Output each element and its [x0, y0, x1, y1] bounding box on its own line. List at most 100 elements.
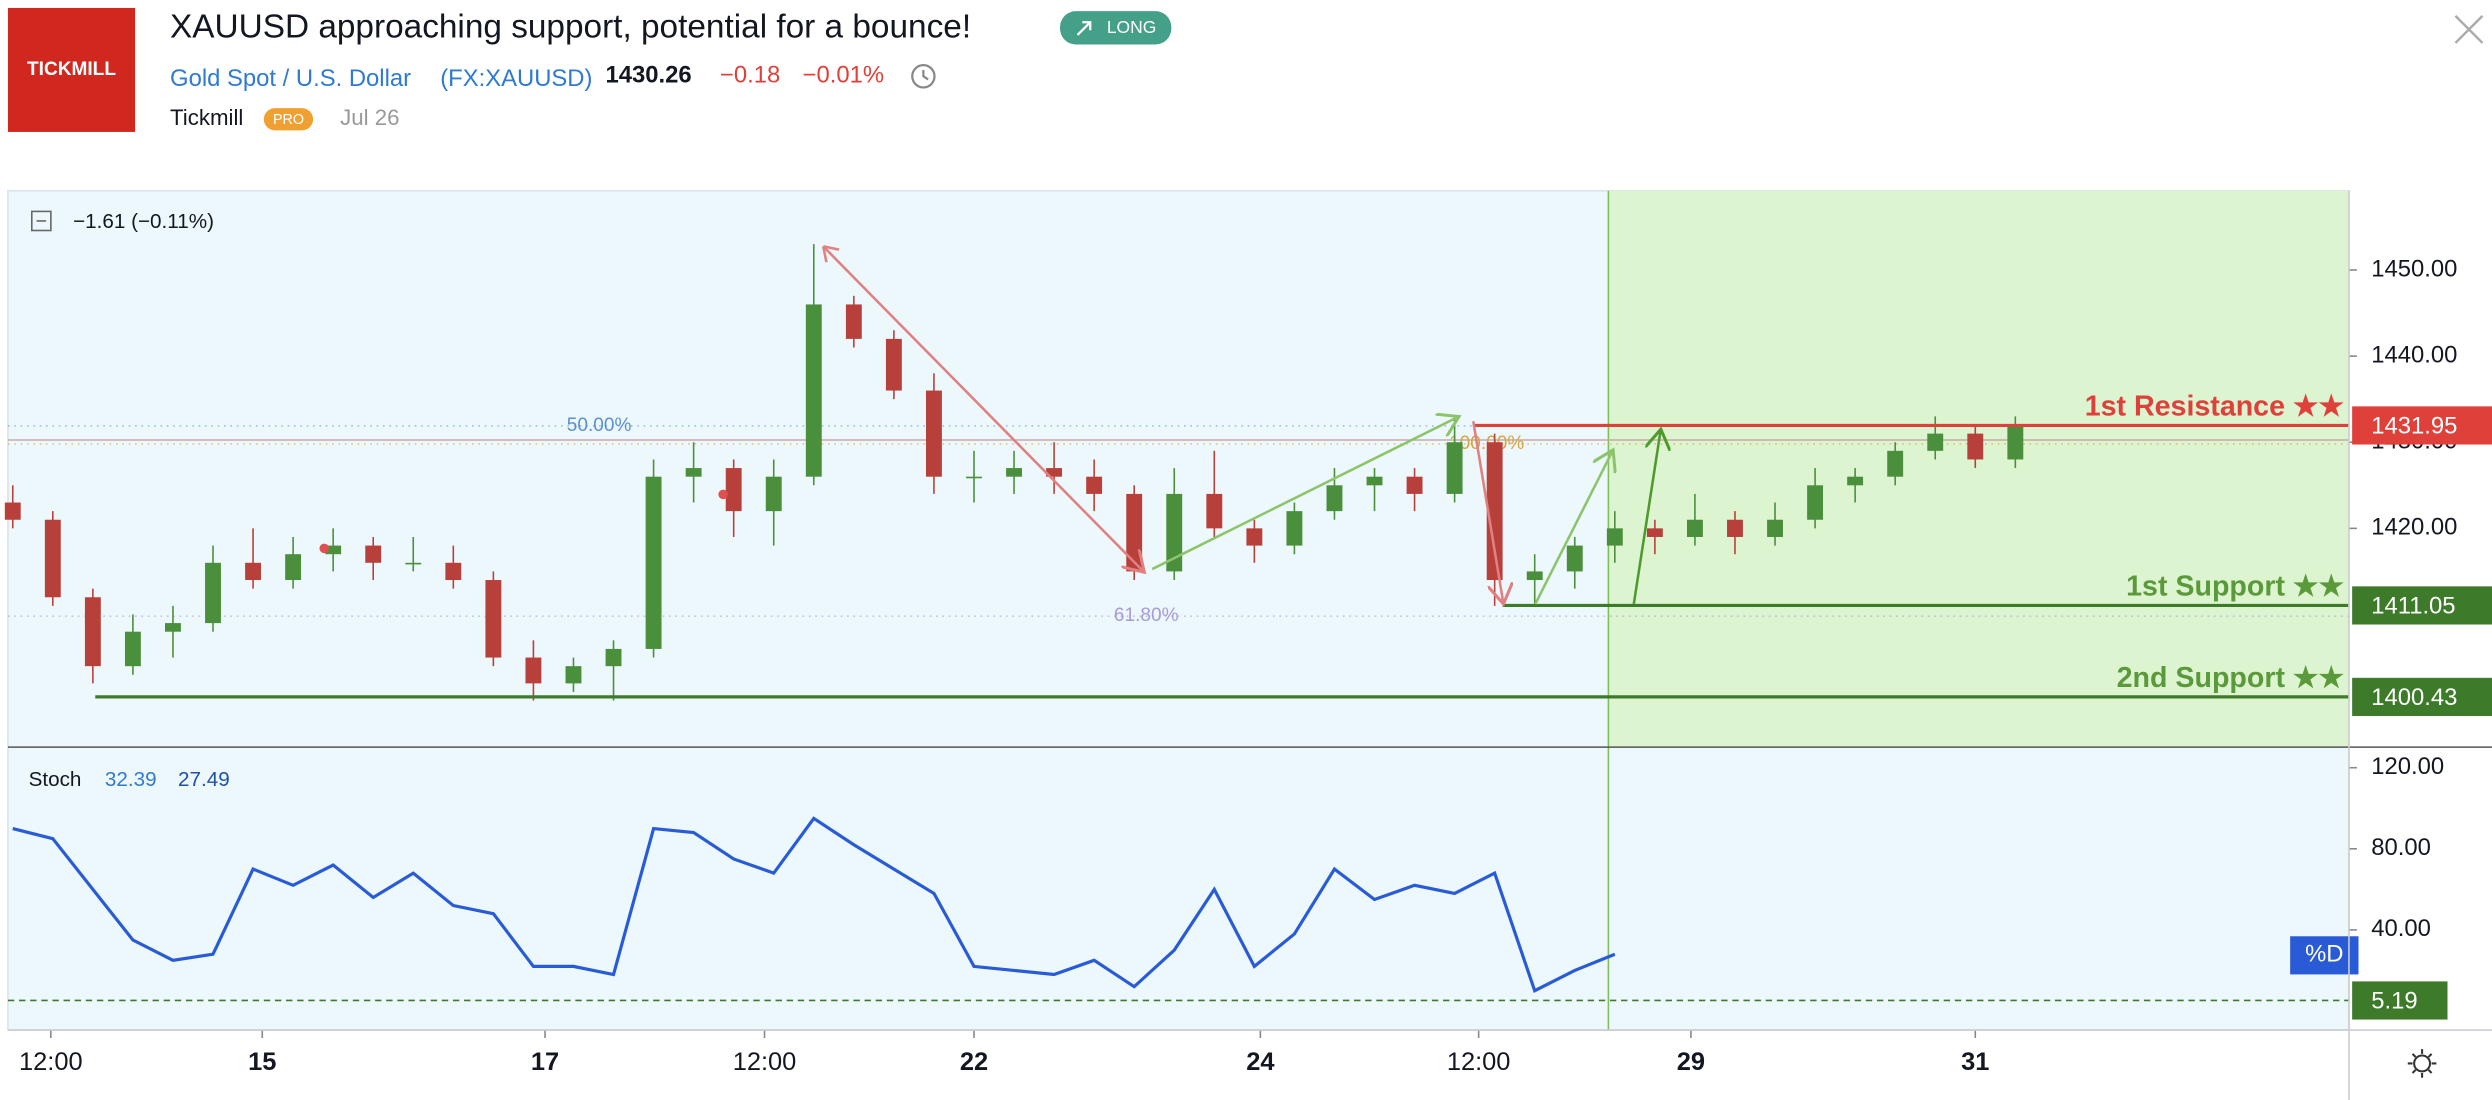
candle-body — [1246, 528, 1263, 546]
fib-label: 50.00% — [567, 415, 632, 436]
candle-body — [1126, 493, 1143, 572]
logo — [7, 7, 136, 132]
candle-body — [645, 476, 662, 649]
price-legend: −1.61 (−0.11%) — [73, 210, 214, 233]
candle-body — [84, 597, 101, 667]
close-button[interactable] — [2454, 15, 2484, 44]
fib-label: 100.00% — [1449, 433, 1524, 454]
candle-body — [1366, 476, 1383, 486]
candle-body — [1887, 450, 1904, 477]
candle-body — [44, 519, 61, 598]
x-tick-label: 29 — [1677, 1048, 1705, 1076]
x-tick-label: 12:00 — [1447, 1048, 1511, 1076]
x-tick-label: 24 — [1246, 1048, 1274, 1076]
candle-body — [1486, 442, 1503, 581]
level-name: 1st Resistance ★★ — [2085, 391, 2345, 423]
candle-body — [1526, 571, 1543, 581]
candle-body — [885, 338, 902, 391]
candle-body — [245, 562, 262, 581]
change-pct: −0.01% — [803, 62, 884, 89]
long-badge-text: LONG — [1107, 17, 1157, 37]
price: 1430.26 — [606, 62, 692, 89]
stoch-line — [12, 816, 1616, 993]
candle-body — [1166, 493, 1183, 572]
stoch-title: Stoch — [29, 768, 82, 791]
x-tick-label: 12:00 — [733, 1048, 797, 1076]
candle-body — [925, 390, 942, 477]
candle-body — [525, 657, 542, 684]
date: Jul 26 — [340, 105, 399, 130]
collapse-icon[interactable] — [30, 210, 52, 232]
arrow — [1151, 416, 1459, 571]
long-badge — [1060, 11, 1172, 45]
candle-body — [1046, 468, 1063, 477]
arrow — [822, 245, 1144, 572]
marker-dot — [718, 489, 728, 500]
series-badge — [2290, 936, 2359, 975]
y-tick-label: 1450.00 — [2371, 255, 2457, 282]
candle-body — [1406, 476, 1423, 494]
fib-label: 61.80% — [1114, 605, 1179, 626]
stoch-legend-value: 32.39 — [105, 768, 157, 791]
candle-body — [1646, 528, 1663, 537]
target-zone — [1608, 190, 2349, 748]
stoch-legend-value: 27.49 — [178, 768, 230, 791]
candle-body — [124, 631, 141, 667]
arrow — [1534, 450, 1613, 605]
x-tick-label: 15 — [248, 1048, 276, 1076]
level-badge — [2352, 406, 2492, 445]
long-icon — [1076, 21, 1092, 36]
candle-body — [1807, 485, 1824, 520]
arrow — [1632, 429, 1661, 605]
candle-body — [605, 648, 622, 667]
y-tick-label: 1420.00 — [2371, 514, 2457, 541]
candle-body — [405, 562, 422, 565]
candle-body — [1606, 528, 1623, 546]
candle-body — [1286, 511, 1303, 546]
candle-body — [966, 476, 982, 479]
candle-body — [685, 468, 702, 477]
candle-body — [1686, 519, 1703, 537]
candle-body — [1326, 485, 1343, 512]
y-tick-label: 80.00 — [2371, 834, 2431, 861]
candle-body — [365, 545, 382, 563]
arrow-tail — [822, 245, 840, 263]
y-tick-label: 1440.00 — [2371, 341, 2457, 368]
idea-title: XAUUSD approaching support, potential fo… — [170, 8, 971, 45]
candle-body — [725, 468, 742, 512]
candle-body — [4, 502, 21, 520]
symbol-name[interactable]: Gold Spot / U.S. Dollar — [170, 65, 411, 92]
pro-badge-text: PRO — [273, 112, 304, 128]
level-badge — [2352, 586, 2492, 625]
candle-body — [805, 304, 822, 477]
drawings — [319, 245, 1661, 605]
candle-body — [1006, 468, 1022, 477]
logo-text: TICKMILL — [27, 59, 116, 80]
arrow — [1472, 421, 1503, 604]
level-name: 2nd Support ★★ — [2117, 662, 2345, 694]
author[interactable]: Tickmill — [170, 105, 243, 130]
candle-body — [205, 562, 221, 624]
candle-body — [1767, 519, 1783, 537]
pro-badge — [263, 108, 314, 131]
y-tick-label: 40.00 — [2371, 915, 2431, 942]
change: −0.18 — [720, 62, 780, 89]
level-badge-label: 1411.05 — [2371, 592, 2455, 619]
candle-body — [285, 554, 302, 581]
level-badge — [2352, 677, 2492, 716]
level-name: 1st Support ★★ — [2126, 571, 2344, 603]
level-badge-label: 1400.43 — [2371, 684, 2457, 711]
candle-body — [1206, 493, 1223, 529]
x-tick-label: 31 — [1961, 1048, 1989, 1076]
alert-icon[interactable] — [911, 64, 936, 89]
y-tick-label: 120.00 — [2371, 753, 2444, 780]
settings-icon[interactable] — [2407, 1049, 2437, 1078]
candle-body — [2007, 425, 2024, 460]
candle-body — [445, 562, 462, 581]
level-badge-label: 1431.95 — [2371, 412, 2457, 439]
candle-body — [1566, 545, 1583, 572]
candle-body — [165, 623, 181, 632]
symbol-code[interactable]: (FX:XAUUSD) — [440, 65, 592, 92]
marker-dot — [319, 543, 329, 554]
